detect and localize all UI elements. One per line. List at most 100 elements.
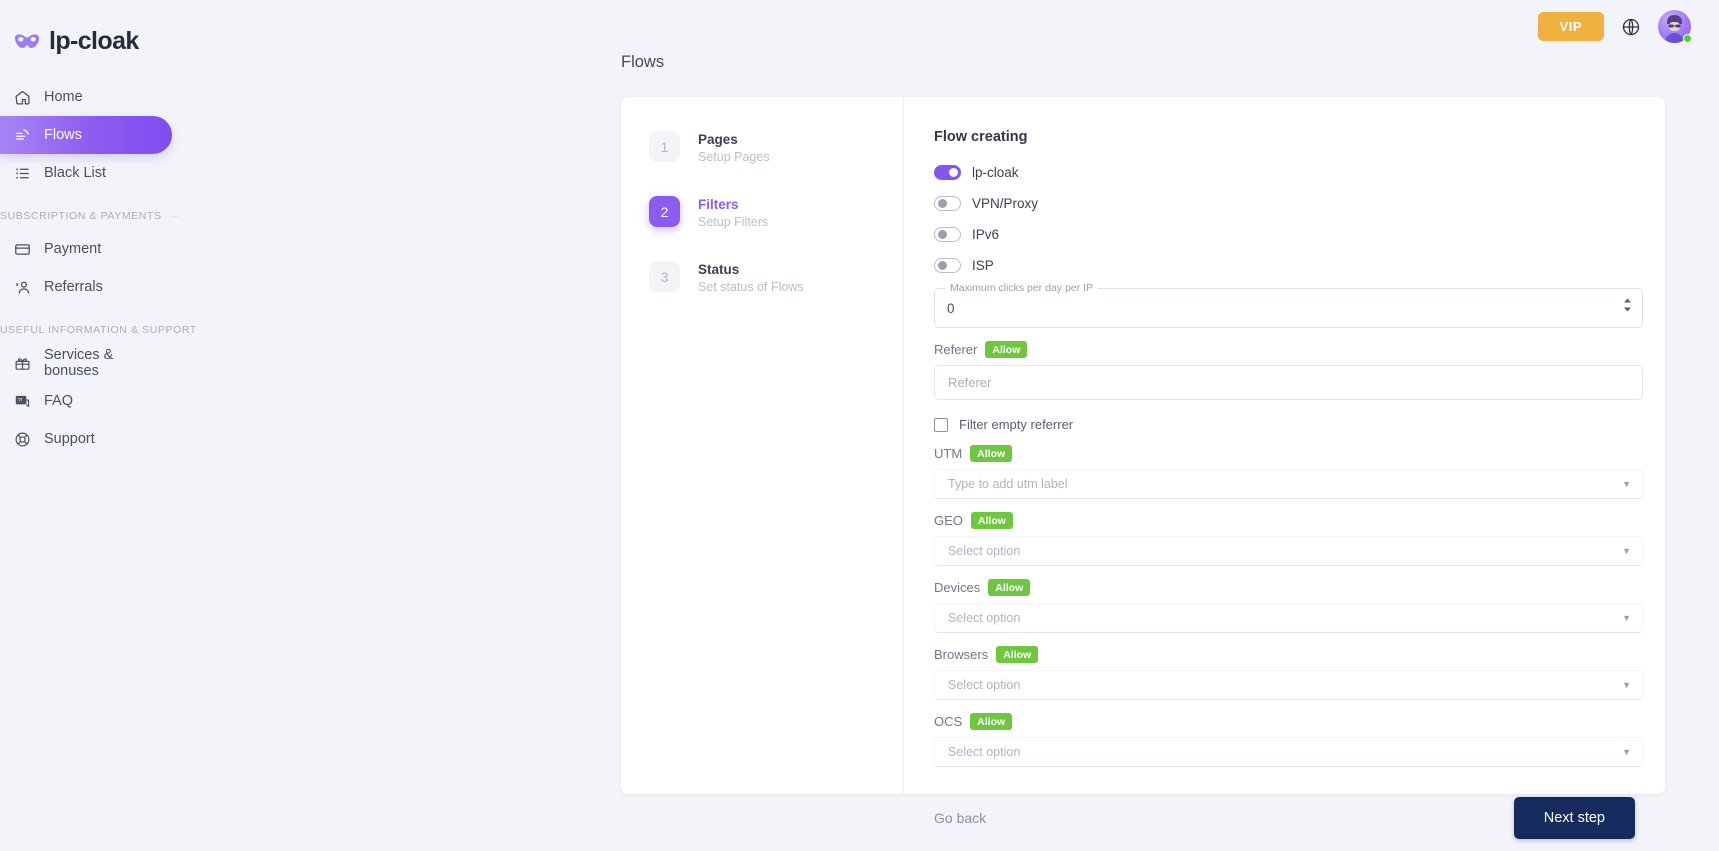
step-number: 2	[649, 196, 680, 227]
toggle-switch[interactable]	[934, 164, 961, 180]
utm-select[interactable]: Type to add utm label ▼	[934, 469, 1643, 499]
brand[interactable]: lp-cloak	[0, 10, 193, 62]
step-title: Filters	[698, 197, 739, 212]
sidebar-item-label: FAQ	[44, 393, 74, 409]
faq-icon: ?!	[13, 392, 31, 410]
list-icon	[13, 164, 31, 182]
max-clicks-field[interactable]: Maximum clicks per day per IP 0	[934, 282, 1643, 328]
sidebar-section-support: USEFUL INFORMATION & SUPPORT	[0, 324, 196, 336]
toggle-ipv6[interactable]: IPv6	[934, 223, 1643, 245]
filter-empty-referrer-label: Filter empty referrer	[959, 417, 1074, 432]
geo-allow-badge[interactable]: Allow	[970, 512, 1013, 529]
globe-icon[interactable]	[1620, 16, 1642, 38]
sidebar-item-label: Black List	[44, 165, 107, 181]
steps-pane: 1 Pages Setup Pages 2 Filters Setup Filt…	[621, 97, 904, 794]
geo-placeholder: Select option	[948, 544, 1021, 558]
browsers-label-row: Browsers Allow	[934, 646, 1643, 663]
sidebar-section-subscription: SUBSCRIPTION & PAYMENTS	[0, 210, 193, 222]
toggle-vpn-proxy[interactable]: VPN/Proxy	[934, 192, 1643, 214]
filter-empty-referrer-row[interactable]: Filter empty referrer	[934, 417, 1643, 432]
browsers-allow-badge[interactable]: Allow	[996, 646, 1039, 663]
toggle-switch[interactable]	[934, 195, 961, 211]
referer-allow-badge[interactable]: Allow	[985, 341, 1028, 358]
devices-label: Devices	[934, 580, 981, 595]
toggle-switch[interactable]	[934, 257, 961, 273]
geo-select[interactable]: Select option ▼	[934, 536, 1643, 566]
step-text: Status Set status of Flows	[698, 261, 804, 296]
referer-label-row: Referer Allow	[934, 341, 1643, 358]
sidebar-item-home[interactable]: Home	[0, 78, 153, 116]
browsers-select[interactable]: Select option ▼	[934, 670, 1643, 700]
geo-label-row: GEO Allow	[934, 512, 1643, 529]
referer-label: Referer	[934, 342, 978, 357]
utm-placeholder: Type to add utm label	[948, 477, 1068, 491]
step-subtitle: Setup Pages	[698, 150, 770, 164]
geo-label: GEO	[934, 513, 963, 528]
utm-allow-badge[interactable]: Allow	[970, 445, 1013, 462]
devices-allow-badge[interactable]: Allow	[988, 579, 1031, 596]
filter-empty-referrer-checkbox[interactable]	[934, 417, 948, 432]
toggle-label: VPN/Proxy	[972, 195, 1039, 211]
step-filters[interactable]: 2 Filters Setup Filters	[649, 196, 903, 231]
sidebar-item-label: Payment	[44, 241, 102, 257]
vip-button[interactable]: VIP	[1537, 12, 1604, 41]
section-title: USEFUL INFORMATION & SUPPORT	[0, 324, 197, 336]
max-clicks-value: 0	[947, 300, 955, 316]
svg-text:?!: ?!	[17, 398, 22, 404]
toggle-switch[interactable]	[934, 226, 961, 242]
status-badge	[1683, 34, 1692, 43]
sidebar-item-flows[interactable]: Flows	[0, 116, 172, 154]
sidebar-item-referrals[interactable]: Referrals	[0, 268, 153, 306]
browsers-label: Browsers	[934, 647, 989, 662]
main-area: VIP	[193, 0, 1719, 851]
user-plus-icon	[13, 278, 31, 296]
step-text: Pages Setup Pages	[698, 131, 770, 166]
topbar: VIP	[193, 0, 1719, 45]
step-text: Filters Setup Filters	[698, 196, 768, 231]
toggle-label: ISP	[972, 257, 994, 273]
step-pages[interactable]: 1 Pages Setup Pages	[649, 131, 903, 166]
avatar[interactable]	[1658, 10, 1692, 43]
brand-name: lp-cloak	[49, 26, 139, 55]
sidebar-item-label: Referrals	[44, 279, 103, 295]
lifebuoy-icon	[13, 430, 31, 448]
ocs-label-row: OCS Allow	[934, 713, 1643, 730]
go-back-button[interactable]: Go back	[934, 810, 987, 826]
step-subtitle: Setup Filters	[698, 215, 769, 229]
step-status[interactable]: 3 Status Set status of Flows	[649, 261, 903, 296]
ocs-select[interactable]: Select option ▼	[934, 737, 1643, 767]
sidebar-item-label: Home	[44, 89, 83, 105]
section-title: SUBSCRIPTION & PAYMENTS	[0, 210, 162, 222]
toggle-lp-cloak[interactable]: lp-cloak	[934, 161, 1643, 183]
referer-input[interactable]: Referer	[934, 365, 1643, 400]
max-clicks-label: Maximum clicks per day per IP	[945, 282, 1098, 294]
step-number: 3	[649, 261, 680, 292]
step-title: Status	[698, 262, 740, 277]
devices-select[interactable]: Select option ▼	[934, 603, 1643, 633]
number-stepper-icon[interactable]	[1623, 298, 1632, 312]
step-title: Pages	[698, 132, 738, 147]
ocs-allow-badge[interactable]: Allow	[970, 713, 1013, 730]
toggle-knob	[937, 260, 947, 270]
toggle-isp[interactable]: ISP	[934, 254, 1643, 276]
flows-icon	[13, 126, 31, 144]
page-title: Flows	[621, 53, 665, 71]
form-heading: Flow creating	[934, 129, 1028, 145]
step-subtitle: Set status of Flows	[698, 280, 804, 294]
toggle-knob	[937, 229, 947, 239]
utm-label: UTM	[934, 446, 963, 461]
utm-label-row: UTM Allow	[934, 445, 1643, 462]
sidebar-item-payment[interactable]: Payment	[0, 230, 153, 268]
ocs-placeholder: Select option	[948, 745, 1021, 759]
sidebar-item-services-bonuses[interactable]: Services & bonuses	[0, 344, 153, 382]
toggle-knob	[937, 198, 947, 208]
chevron-down-icon: ▼	[1622, 546, 1631, 556]
next-step-button[interactable]: Next step	[1513, 797, 1635, 839]
sidebar-item-faq[interactable]: ?! FAQ	[0, 382, 153, 420]
browsers-placeholder: Select option	[948, 678, 1021, 692]
toggle-knob	[948, 167, 958, 177]
sidebar-item-black-list[interactable]: Black List	[0, 154, 153, 192]
sidebar: lp-cloak Home Flows	[0, 0, 196, 851]
sidebar-item-support[interactable]: Support	[0, 420, 153, 458]
